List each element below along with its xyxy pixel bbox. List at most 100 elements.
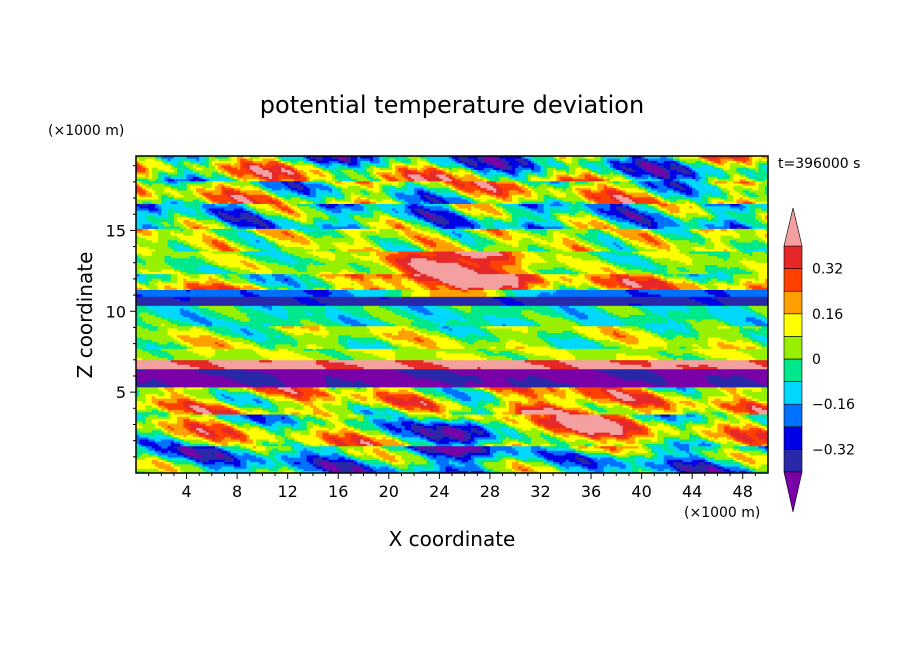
field-cell <box>338 443 342 447</box>
field-cell <box>154 443 159 447</box>
field-cell <box>512 439 516 442</box>
field-cell <box>300 470 304 474</box>
field-cell <box>540 466 545 469</box>
field-cell <box>666 427 671 431</box>
field-cell <box>259 448 263 451</box>
field-cell <box>521 420 526 424</box>
field-cell <box>154 457 159 460</box>
field-cell <box>309 466 314 469</box>
field-cell <box>284 418 289 422</box>
field-cell <box>730 429 734 433</box>
field-cell <box>445 470 450 474</box>
field-cell <box>606 434 611 438</box>
field-cell <box>420 454 424 458</box>
field-cell <box>622 425 627 429</box>
field-cell <box>499 443 503 447</box>
field-cell <box>635 450 639 454</box>
field-cell <box>180 457 184 460</box>
field-cell <box>483 420 488 424</box>
field-cell <box>224 468 229 472</box>
field-cell <box>512 445 516 449</box>
field-cell <box>726 423 731 426</box>
field-cell <box>742 452 747 456</box>
field-cell <box>455 457 459 460</box>
field-cell <box>512 418 516 422</box>
field-cell <box>196 459 200 463</box>
field-cell <box>572 434 576 438</box>
field-cell <box>616 441 620 444</box>
field-cell <box>521 427 526 431</box>
field-cell <box>309 450 314 454</box>
field-cell <box>477 450 481 454</box>
field-cell <box>704 454 709 458</box>
field-cell <box>297 445 301 449</box>
field-cell <box>230 436 235 440</box>
field-cell <box>521 418 526 422</box>
field-cell <box>515 452 519 456</box>
field-cell <box>202 450 206 454</box>
field-cell <box>186 418 191 422</box>
field-cell <box>369 432 374 435</box>
field-cell <box>237 450 241 454</box>
field-cell <box>167 418 172 422</box>
field-cell <box>246 429 251 433</box>
field-cell <box>420 434 424 438</box>
field-cell <box>534 416 538 420</box>
field-cell <box>654 420 658 424</box>
field-cell <box>221 457 225 460</box>
field-cell <box>714 434 718 438</box>
field-cell <box>196 468 200 472</box>
field-cell <box>584 420 589 424</box>
field-cell <box>496 457 500 460</box>
field-cell <box>294 420 298 424</box>
field-cell <box>391 441 396 444</box>
field-cell <box>312 459 317 463</box>
field-cell <box>385 457 390 460</box>
field-cell <box>249 436 254 440</box>
field-cell <box>161 427 165 431</box>
field-cell <box>271 418 276 422</box>
field-cell <box>565 457 570 460</box>
field-cell <box>423 427 428 431</box>
field-cell <box>704 452 709 456</box>
field-cell <box>726 441 731 444</box>
field-cell <box>233 436 238 440</box>
field-cell <box>158 434 162 438</box>
field-cell <box>366 452 371 456</box>
field-cell <box>221 418 225 422</box>
field-cell <box>148 457 153 460</box>
field-cell <box>325 454 330 458</box>
field-cell <box>578 434 582 438</box>
field-cell <box>237 434 241 438</box>
field-cell <box>395 457 399 460</box>
field-cell <box>758 466 763 469</box>
field-cell <box>733 468 737 472</box>
field-cell <box>205 450 210 454</box>
field-cell <box>654 441 658 444</box>
field-cell <box>568 459 573 463</box>
field-cell <box>192 468 197 472</box>
field-cell <box>442 434 447 438</box>
field-cell <box>284 450 289 454</box>
field-cell <box>265 470 270 474</box>
field-cell <box>183 434 187 438</box>
field-cell <box>698 450 703 454</box>
field-cell <box>540 418 545 422</box>
field-cell <box>316 450 320 454</box>
field-cell <box>158 454 162 458</box>
field-cell <box>707 459 712 463</box>
field-cell <box>758 448 763 451</box>
field-cell <box>211 434 216 438</box>
field-cell <box>354 423 358 426</box>
field-cell <box>654 463 658 467</box>
field-cell <box>568 416 573 420</box>
field-cell <box>376 457 380 460</box>
field-cell <box>395 450 399 454</box>
field-cell <box>654 454 658 458</box>
field-cell <box>246 450 251 454</box>
field-cell <box>360 420 364 424</box>
field-cell <box>698 420 703 424</box>
field-cell <box>436 470 440 474</box>
field-cell <box>714 454 718 458</box>
field-cell <box>284 448 289 451</box>
